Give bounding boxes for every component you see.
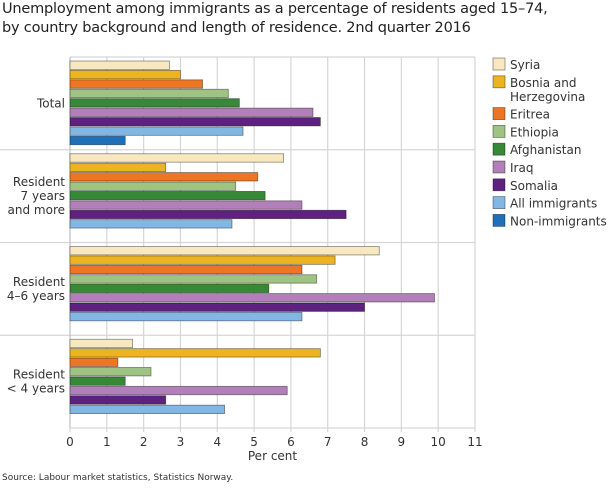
legend-label: All immigrants (510, 197, 597, 211)
bar (69, 135, 126, 146)
category-label: and more (8, 203, 65, 217)
legend-swatch (492, 125, 506, 138)
source-note: Source: Labour market statistics, Statis… (2, 473, 234, 483)
x-tick-label: 2 (140, 435, 148, 449)
legend-label: Herzegovina (510, 90, 585, 104)
bar (69, 153, 284, 163)
bar (69, 385, 288, 396)
bar (69, 162, 167, 172)
legend-label: Eritrea (510, 108, 550, 122)
legend-swatch (492, 142, 506, 156)
x-tick-label: 5 (250, 435, 258, 449)
x-tick-label: 9 (398, 435, 406, 449)
legend-swatch (492, 213, 506, 227)
bar (69, 209, 347, 220)
bar (69, 274, 318, 284)
legend-swatch (492, 57, 506, 71)
legend-label: Non-immigrants (510, 214, 607, 228)
bar (69, 338, 133, 349)
legend-swatch (492, 107, 506, 120)
bar (69, 107, 314, 117)
bar (69, 200, 303, 210)
legend-label: Iraq (510, 161, 533, 175)
bar (69, 70, 181, 80)
category-label: 7 years (21, 189, 65, 203)
x-tick-label: 11 (467, 435, 482, 449)
legend-swatch (492, 75, 506, 89)
bar (69, 219, 233, 229)
x-tick-label: 7 (324, 435, 332, 449)
chart-title: Unemployment among immigrants as a perce… (2, 0, 548, 38)
category-label: Resident (13, 275, 65, 289)
bar (69, 367, 152, 377)
bar (69, 293, 435, 303)
bar (69, 191, 266, 201)
x-tick-label: 1 (103, 435, 111, 449)
x-tick-label: 8 (361, 435, 369, 449)
x-tick-label: 4 (213, 435, 221, 449)
legend-label: Afghanistan (510, 143, 581, 157)
bar (69, 312, 303, 322)
bar (69, 255, 336, 265)
bar (69, 357, 119, 367)
category-label: 4–6 years (7, 289, 65, 303)
bar (69, 181, 237, 191)
bar (69, 98, 240, 108)
bar (69, 264, 303, 275)
bar (69, 404, 226, 414)
chart-title-line: Unemployment among immigrants as a perce… (2, 1, 548, 17)
legend-swatch (492, 160, 506, 174)
legend-label: Somalia (510, 179, 558, 193)
category-label: Total (36, 96, 65, 110)
legend-swatch (492, 196, 506, 210)
legend-swatch (492, 178, 506, 192)
category-label: Resident (13, 368, 65, 382)
bar (69, 283, 270, 293)
legend-label: Syria (510, 58, 540, 72)
x-tick-label: 0 (66, 435, 74, 449)
category-label: Resident (13, 175, 65, 189)
bar (69, 348, 321, 358)
bar (69, 126, 244, 136)
bar (69, 172, 259, 182)
bar (69, 79, 203, 89)
x-tick-label: 3 (177, 435, 185, 449)
category-label: < 4 years (7, 382, 65, 396)
legend-label: Bosnia and (510, 76, 577, 90)
bar (69, 60, 170, 70)
x-tick-label: 10 (431, 435, 446, 449)
x-axis-label: Per cent (248, 449, 298, 463)
x-tick-label: 6 (287, 435, 295, 449)
bar (69, 117, 321, 127)
bar (69, 246, 380, 256)
bar (69, 395, 167, 405)
chart-title-line: by country background and length of resi… (2, 20, 471, 36)
bar (69, 302, 365, 312)
bar (69, 376, 126, 386)
bar (69, 88, 229, 99)
legend-label: Ethiopia (510, 125, 559, 139)
